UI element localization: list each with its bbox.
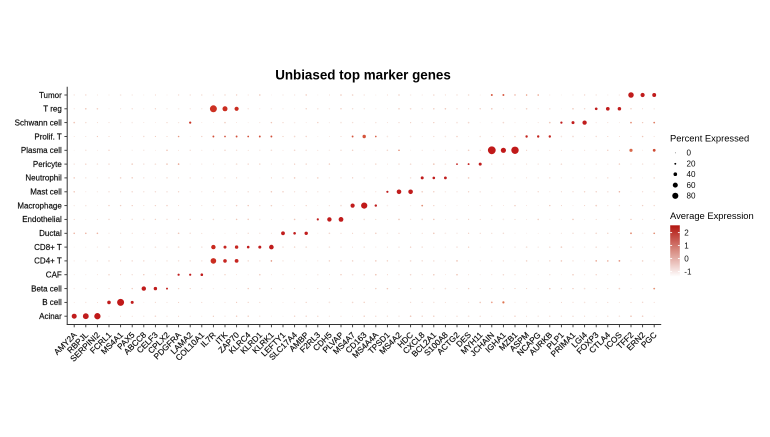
- svg-text:80: 80: [687, 192, 697, 201]
- svg-text:Percent Expressed: Percent Expressed: [670, 132, 749, 143]
- svg-text:Average Expression: Average Expression: [670, 210, 754, 221]
- svg-text:Schwann cell: Schwann cell: [15, 118, 62, 127]
- svg-text:Prolif. T: Prolif. T: [34, 132, 62, 141]
- svg-text:Acinar: Acinar: [39, 312, 62, 321]
- svg-text:20: 20: [687, 160, 697, 169]
- svg-text:0: 0: [687, 149, 692, 158]
- svg-text:-1: -1: [684, 267, 692, 276]
- svg-text:Ductal: Ductal: [39, 229, 62, 238]
- svg-text:Neutrophil: Neutrophil: [25, 174, 62, 183]
- svg-text:Macrophage: Macrophage: [17, 201, 62, 210]
- svg-text:2: 2: [684, 228, 689, 237]
- svg-text:Plasma cell: Plasma cell: [21, 146, 62, 155]
- svg-text:Tumor: Tumor: [39, 91, 62, 100]
- svg-text:Beta cell: Beta cell: [31, 284, 62, 293]
- svg-text:0: 0: [684, 254, 689, 263]
- svg-text:CAF: CAF: [46, 271, 62, 280]
- svg-text:Endothelial: Endothelial: [22, 215, 62, 224]
- svg-text:40: 40: [687, 170, 697, 179]
- svg-text:60: 60: [687, 181, 697, 190]
- svg-text:B cell: B cell: [42, 298, 62, 307]
- svg-text:1: 1: [684, 241, 689, 250]
- svg-text:CD4+ T: CD4+ T: [34, 257, 62, 266]
- svg-text:Mast cell: Mast cell: [30, 188, 62, 197]
- svg-text:Unbiased top marker genes: Unbiased top marker genes: [275, 67, 451, 82]
- svg-text:Pericyte: Pericyte: [33, 160, 62, 169]
- svg-text:T reg: T reg: [43, 105, 62, 114]
- svg-text:CD8+ T: CD8+ T: [34, 243, 62, 252]
